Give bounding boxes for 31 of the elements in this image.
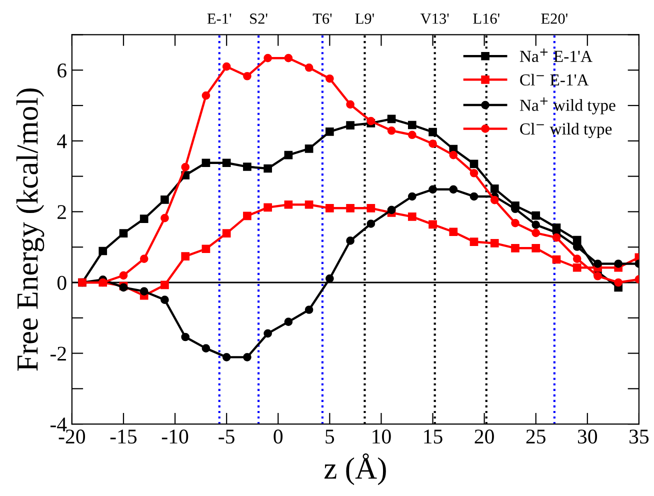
ref-line-label: T6' <box>312 14 332 24</box>
legend-label: Na$^{+}$ wild type <box>520 97 616 114</box>
legend-label: Na$^{+}$ E-1'A <box>520 48 592 62</box>
x-tick-label: -5 <box>218 430 234 444</box>
x-tick-label: 15 <box>424 430 442 444</box>
x-tick-label: -10 <box>162 430 188 444</box>
y-tick-label: 4 <box>57 134 67 148</box>
x-tick-label: 35 <box>630 430 649 444</box>
x-tick-label: 0 <box>274 430 283 444</box>
y-tick-label: 6 <box>58 64 66 78</box>
ref-line-label: L9' <box>355 14 374 24</box>
x-tick-label: -15 <box>110 430 137 444</box>
x-axis-title: z (Å) <box>324 453 386 486</box>
x-tick-label: -20 <box>58 430 86 444</box>
x-tick-label: 5 <box>326 430 334 444</box>
y-tick-label: -2 <box>50 346 66 361</box>
legend-label: Cl$^{−}$ E-1'A <box>520 74 589 86</box>
ref-line-label: S2' <box>250 14 268 24</box>
ref-line-label: E-1' <box>207 14 232 24</box>
y-tick-label: -4 <box>50 418 67 432</box>
x-tick-label: 10 <box>372 430 391 444</box>
x-tick-label: 20 <box>474 430 494 444</box>
y-tick-label: 0 <box>57 276 66 290</box>
y-axis-title: Free Energy (kcal/mol) <box>16 88 44 371</box>
y-tick-label: 2 <box>58 205 66 219</box>
legend-label: Cl$^{−}$ wild type <box>520 122 612 138</box>
x-tick-label: 25 <box>526 430 546 444</box>
ref-line-label: V13' <box>420 14 449 24</box>
ref-line-label: L16' <box>473 14 500 24</box>
x-tick-label: 30 <box>578 430 598 444</box>
ref-line-label: E20' <box>541 14 568 24</box>
